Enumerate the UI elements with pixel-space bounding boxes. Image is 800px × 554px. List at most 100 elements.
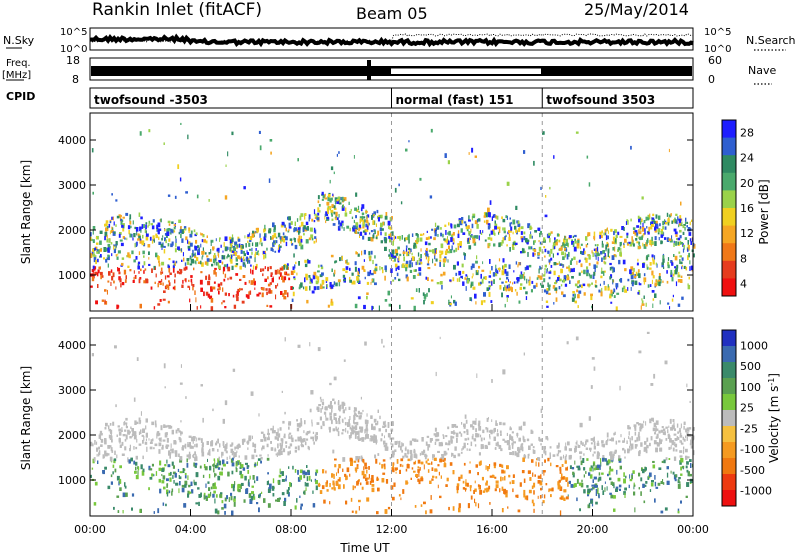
echo-cell: [670, 470, 672, 474]
echo-cell: [523, 352, 525, 356]
echo-cell: [488, 430, 491, 433]
echo-cell: [478, 485, 481, 490]
echo-cell: [537, 256, 540, 259]
echo-cell: [344, 212, 348, 217]
echo-cell: [367, 236, 371, 241]
echo-cell: [605, 458, 607, 462]
echo-cell: [597, 257, 599, 262]
echo-cell: [377, 487, 380, 492]
echo-cell: [501, 464, 504, 468]
echo-cell: [567, 441, 570, 446]
echo-cell: [452, 242, 455, 245]
echo-cell: [325, 484, 327, 487]
echo-cell: [325, 414, 327, 418]
echo-cell: [687, 227, 691, 232]
echo-cell: [326, 489, 329, 492]
echo-cell: [264, 253, 267, 259]
echo-cell: [165, 444, 169, 449]
echo-cell: [680, 218, 683, 221]
echo-cell: [566, 276, 570, 281]
echo-cell: [523, 454, 526, 457]
echo-cell: [321, 485, 325, 490]
echo-cell: [633, 424, 637, 427]
echo-cell: [492, 214, 495, 218]
echo-cell: [333, 211, 336, 215]
echo-cell: [341, 196, 344, 202]
echo-cell: [534, 253, 536, 256]
echo-cell: [575, 336, 579, 341]
echo-cell: [568, 267, 571, 272]
echo-cell: [249, 248, 252, 251]
echo-cell: [297, 445, 300, 451]
echo-cell: [633, 230, 636, 234]
echo-cell: [231, 510, 234, 516]
echo-cell: [555, 241, 558, 246]
echo-cell: [222, 300, 226, 303]
echo-cell: [614, 449, 617, 453]
echo-cell: [532, 502, 535, 507]
echo-cell: [256, 229, 259, 233]
echo-cell: [418, 480, 421, 485]
echo-cell: [690, 463, 692, 468]
echo-cell: [427, 444, 431, 448]
echo-cell: [256, 251, 259, 255]
echo-cell: [267, 432, 270, 435]
echo-cell: [348, 419, 350, 424]
echo-cell: [518, 426, 522, 431]
echo-cell: [353, 422, 357, 425]
echo-cell: [140, 411, 142, 416]
power-colorbar-title: Power [dB]: [757, 179, 771, 244]
echo-cell: [212, 493, 215, 498]
echo-cell: [496, 433, 499, 437]
echo-cell: [428, 249, 432, 253]
echo-cell: [539, 231, 542, 235]
echo-cell: [311, 218, 314, 222]
colorbar-swatch: [722, 190, 736, 209]
echo-cell: [478, 265, 481, 269]
echo-cell: [122, 216, 125, 219]
echo-cell: [441, 441, 443, 445]
echo-cell: [570, 268, 574, 273]
echo-cell: [313, 240, 316, 244]
colorbar-swatch: [722, 260, 736, 279]
echo-cell: [306, 226, 309, 231]
echo-cell: [668, 214, 672, 218]
echo-cell: [688, 232, 692, 236]
echo-cell: [311, 422, 313, 427]
echo-cell: [674, 428, 676, 431]
echo-cell: [551, 487, 554, 492]
echo-cell: [457, 230, 460, 234]
echo-cell: [219, 494, 222, 498]
echo-cell: [288, 421, 292, 425]
echo-cell: [376, 209, 379, 214]
echo-cell: [293, 253, 295, 258]
echo-cell: [630, 443, 634, 449]
echo-cell: [374, 455, 377, 459]
echo-cell: [664, 507, 668, 511]
echo-cell: [239, 278, 242, 281]
echo-cell: [172, 267, 175, 273]
echo-cell: [652, 298, 655, 301]
echo-cell: [658, 281, 661, 287]
echo-cell: [210, 306, 214, 311]
echo-cell: [186, 454, 190, 458]
echo-cell: [283, 265, 286, 270]
echo-cell: [93, 457, 96, 462]
echo-cell: [513, 441, 516, 444]
echo-cell: [277, 498, 280, 502]
echo-cell: [90, 441, 93, 447]
echo-cell: [535, 282, 538, 288]
echo-cell: [439, 336, 441, 340]
echo-cell: [195, 297, 197, 303]
echo-cell: [631, 236, 633, 241]
echo-cell: [253, 278, 255, 284]
echo-cell: [435, 249, 437, 254]
echo-cell: [605, 235, 608, 241]
echo-cell: [333, 207, 337, 210]
echo-cell: [663, 459, 666, 464]
echo-cell: [176, 270, 180, 274]
echo-cell: [319, 490, 323, 494]
echo-cell: [471, 223, 474, 229]
echo-cell: [629, 441, 631, 446]
echo-cell: [105, 220, 109, 224]
